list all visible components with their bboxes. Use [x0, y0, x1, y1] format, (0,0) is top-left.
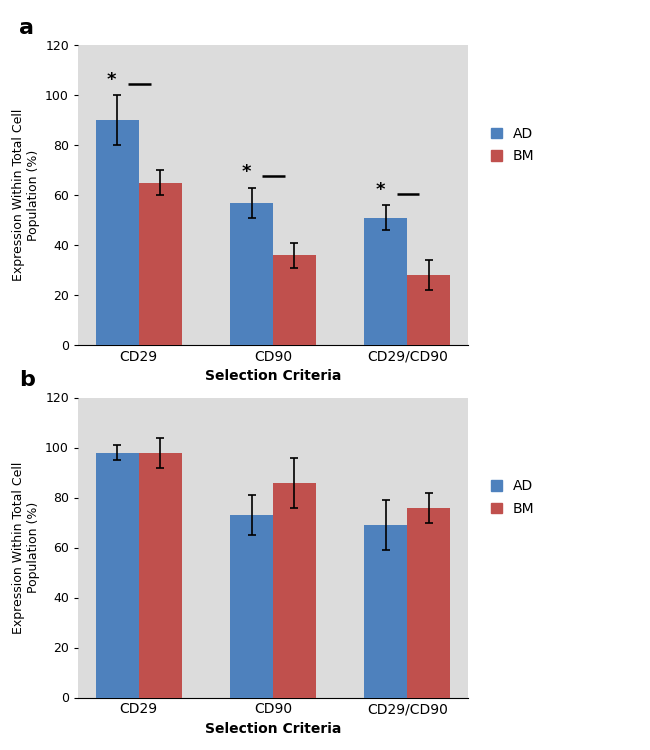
- Bar: [96, 120, 138, 345]
- Text: a: a: [20, 17, 34, 38]
- X-axis label: Selection Criteria: Selection Criteria: [205, 370, 341, 383]
- Bar: [364, 525, 408, 698]
- Text: *: *: [241, 164, 251, 182]
- Bar: [138, 182, 182, 345]
- Text: *: *: [107, 70, 116, 88]
- Bar: [408, 275, 450, 345]
- X-axis label: Selection Criteria: Selection Criteria: [205, 722, 341, 736]
- Legend: AD, BM: AD, BM: [491, 479, 534, 516]
- Bar: [138, 452, 182, 698]
- Bar: [230, 202, 273, 345]
- Text: *: *: [376, 181, 385, 199]
- Bar: [273, 255, 316, 345]
- Bar: [364, 217, 408, 345]
- Y-axis label: Expression Within Total Cell
Population (%): Expression Within Total Cell Population …: [12, 461, 40, 634]
- Text: b: b: [20, 370, 35, 390]
- Y-axis label: Expression Within Total Cell
Population (%): Expression Within Total Cell Population …: [12, 109, 40, 281]
- Bar: [230, 515, 273, 698]
- Bar: [273, 482, 316, 698]
- Bar: [96, 452, 138, 698]
- Bar: [408, 508, 450, 698]
- Legend: AD, BM: AD, BM: [491, 127, 534, 164]
